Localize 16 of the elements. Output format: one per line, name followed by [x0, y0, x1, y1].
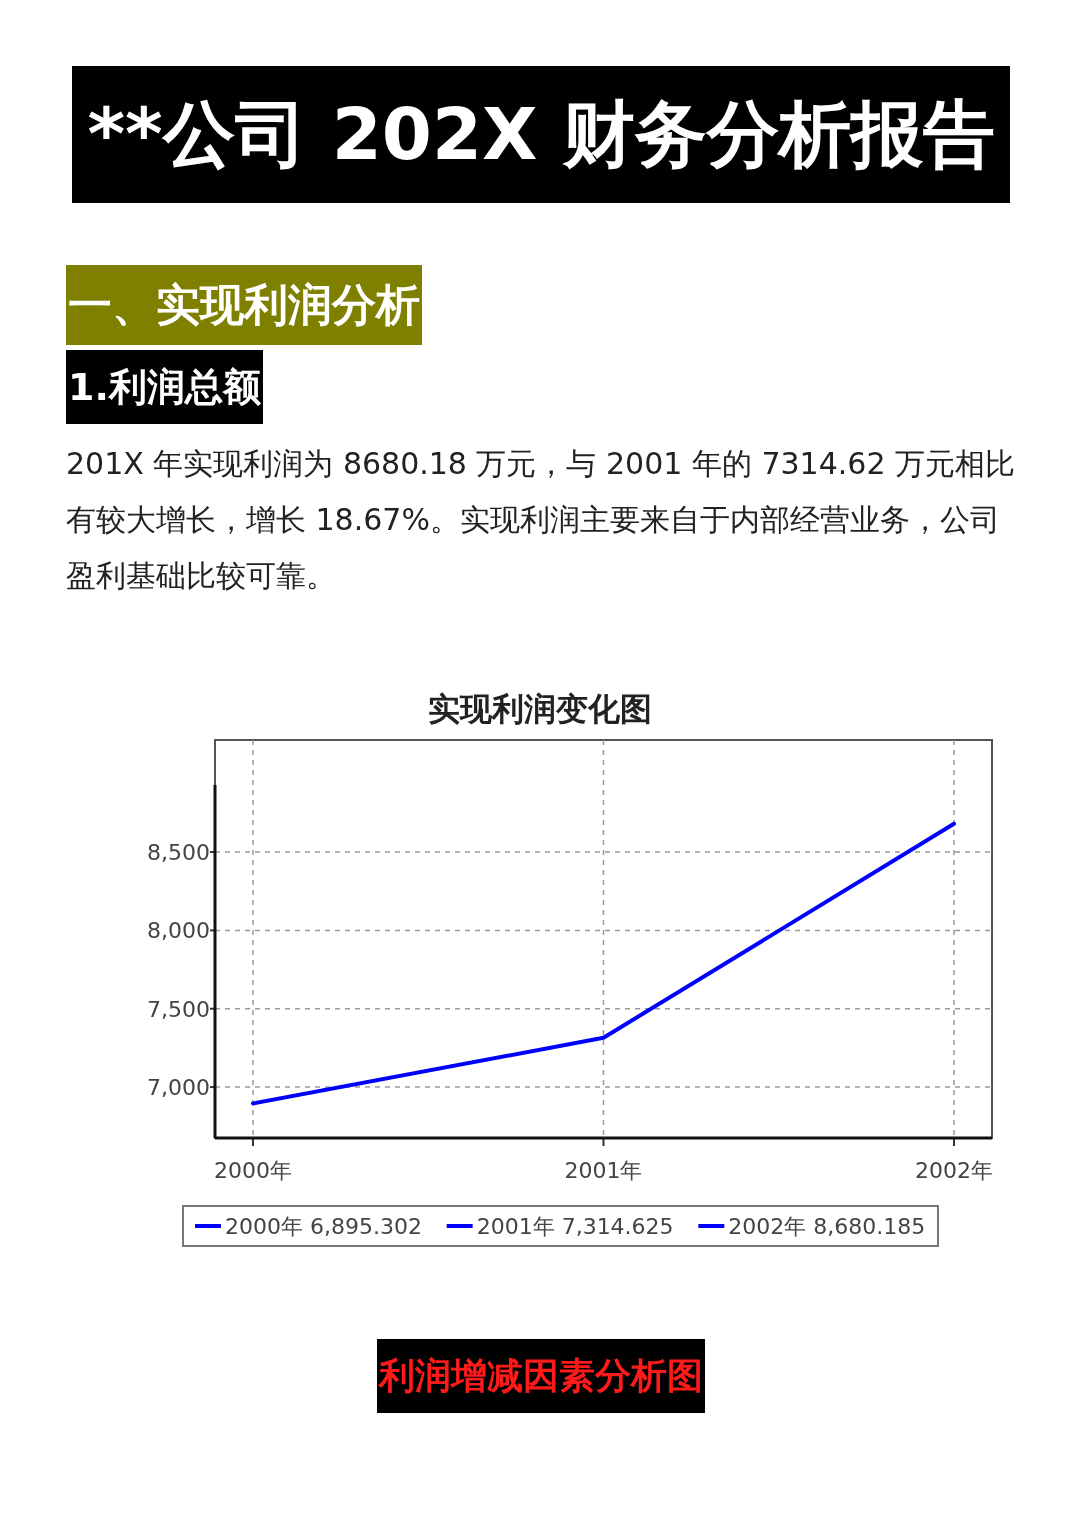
next-heading: 利润增减因素分析图	[377, 1339, 705, 1413]
section-heading: 一、实现利润分析	[66, 265, 422, 345]
x-tick-label: 2001年	[564, 1158, 643, 1183]
x-tick-label: 2000年	[214, 1158, 292, 1183]
data-label: 2002年 8,680.185	[728, 1214, 926, 1239]
paragraph: 201X 年实现利润为 8680.18 万元，与 2001 年的 7314.62 万元相比有较大增长，增长 18.67%。实现利润主要来自于内部经营业务，公司盈利基础比较可靠。	[66, 445, 1017, 595]
chart-title: 实现利润变化图	[428, 690, 652, 728]
x-tick-label: 2002年	[915, 1158, 993, 1183]
data-label: 2000年 6,895.302	[225, 1214, 422, 1239]
page-title: **公司 202X 财务分析报告	[72, 66, 1010, 203]
y-tick-label: 8,000	[147, 918, 210, 944]
y-tick-label: 7,500	[147, 996, 210, 1022]
y-tick-label: 7,000	[147, 1075, 210, 1101]
sub-heading: 1.利润总额	[66, 350, 263, 424]
y-tick-label: 8,500	[147, 840, 210, 866]
data-label: 2001年 7,314.625	[476, 1214, 674, 1239]
